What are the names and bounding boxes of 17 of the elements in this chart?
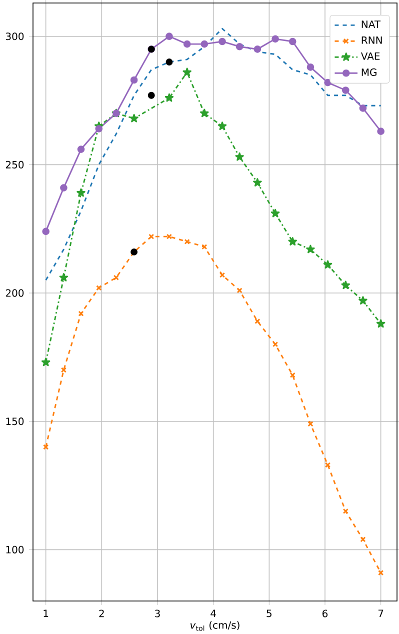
x-axis-title: v$_{tol}$ (cm/s) [190, 621, 240, 631]
legend-label: VAE [360, 52, 380, 60]
y-tick-label: 100 [6, 546, 24, 554]
x-tick-label: 2 [99, 610, 104, 618]
y-tick-label: 200 [6, 289, 24, 297]
legend-label: RNN [362, 36, 382, 44]
y-tick-label: 300 [6, 32, 24, 40]
x-tick-label: 5 [266, 610, 272, 618]
x-tick-label: 1 [44, 610, 48, 617]
x-tick-label: 7 [378, 610, 384, 617]
y-tick-label: 150 [6, 418, 24, 426]
y-tick-label: 250 [6, 160, 24, 168]
x-tick-label: 6 [322, 610, 328, 618]
x-tick-label: 4 [210, 610, 216, 617]
legend-label: NAT [362, 20, 381, 28]
legend-label: MG [362, 68, 376, 76]
x-tick-label: 3 [155, 610, 160, 618]
